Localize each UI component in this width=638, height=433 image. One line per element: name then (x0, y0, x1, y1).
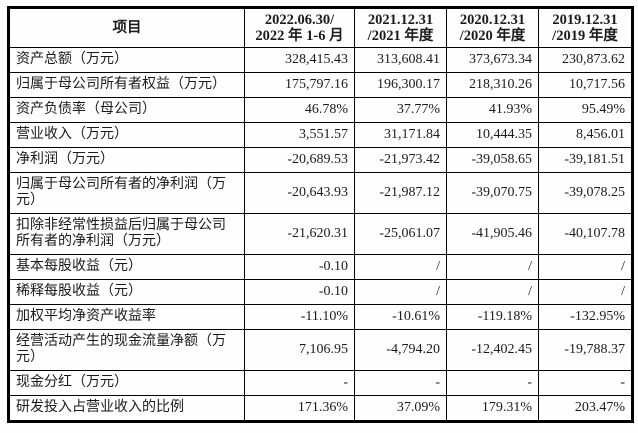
cell-value: / (354, 279, 447, 305)
cell-value: -39,078.25 (538, 172, 633, 214)
table-row-rd-ratio: 研发投入占营业收入的比例 171.36% 37.09% 179.31% 203.… (8, 395, 633, 422)
row-label: 归属于母公司所有者的净利润（万元） (8, 172, 245, 214)
cell-value: 179.31% (446, 395, 539, 422)
row-label: 净利润（万元） (8, 147, 245, 173)
cell-value: -39,070.75 (446, 172, 539, 214)
table-row-basic-eps: 基本每股收益（元） -0.10 / / / (8, 254, 633, 280)
cell-value: / (538, 279, 633, 305)
period-line1: 2022.06.30/ (264, 12, 335, 28)
cell-value: 373,673.34 (446, 47, 539, 73)
period-line2: /2019 年度 (552, 28, 618, 44)
cell-value: 37.77% (354, 97, 447, 123)
header-row: 项目 2022.06.30/ 2022 年 1-6 月 2021.12.31 /… (8, 7, 633, 48)
row-label: 扣除非经常性损益后归属于母公司所有者的净利润（万元） (8, 213, 245, 255)
cell-value: - (244, 370, 355, 396)
row-label: 归属于母公司所有者权益（万元） (8, 72, 245, 98)
col-header-period-2022: 2022.06.30/ 2022 年 1-6 月 (244, 7, 355, 48)
cell-value: -21,620.31 (244, 213, 355, 255)
table-row-net-profit: 净利润（万元） -20,689.53 -21,973.42 -39,058.65… (8, 147, 633, 173)
cell-value: 31,171.84 (354, 122, 447, 148)
cell-value: -20,643.93 (244, 172, 355, 214)
cell-value: -0.10 (244, 279, 355, 305)
col-header-period-2020: 2020.12.31 /2020 年度 (446, 7, 539, 48)
period-line1: 2020.12.31 (459, 12, 526, 28)
cell-value: 218,310.26 (446, 72, 539, 98)
cell-value: -40,107.78 (538, 213, 633, 255)
cell-value: 37.09% (354, 395, 447, 422)
row-label: 稀释每股收益（元） (8, 279, 245, 305)
period-line2: /2021 年度 (367, 28, 434, 44)
period-line1: 2019.12.31 (552, 12, 618, 28)
cell-value: -25,061.07 (354, 213, 447, 255)
cell-value: 10,717.56 (538, 72, 633, 98)
table-row-total-assets: 资产总额（万元） 328,415.43 313,608.41 373,673.3… (8, 47, 633, 73)
cell-value: -4,794.20 (354, 329, 447, 371)
cell-value: 46.78% (244, 97, 355, 123)
table-row-parent-net-profit: 归属于母公司所有者的净利润（万元） -20,643.93 -21,987.12 … (8, 172, 633, 214)
cell-value: 41.93% (446, 97, 539, 123)
row-label: 现金分红（万元） (8, 370, 245, 396)
row-label: 营业收入（万元） (8, 122, 245, 148)
cell-value: 196,300.17 (354, 72, 447, 98)
col-header-period-2019: 2019.12.31 /2019 年度 (538, 7, 633, 48)
period-line2: 2022 年 1-6 月 (255, 28, 344, 44)
row-label: 资产负债率（母公司） (8, 97, 245, 123)
cell-value: 95.49% (538, 97, 633, 123)
table-row-revenue: 营业收入（万元） 3,551.57 31,171.84 10,444.35 8,… (8, 122, 633, 148)
period-line2: /2020 年度 (459, 28, 526, 44)
row-label: 资产总额（万元） (8, 47, 245, 73)
table-row-operating-cash-flow: 经营活动产生的现金流量净额（万元） 7,106.95 -4,794.20 -12… (8, 329, 633, 371)
cell-value: / (354, 254, 447, 280)
cell-value: -20,689.53 (244, 147, 355, 173)
cell-value: -39,058.65 (446, 147, 539, 173)
cell-value: -39,181.51 (538, 147, 633, 173)
cell-value: 175,797.16 (244, 72, 355, 98)
cell-value: - (354, 370, 447, 396)
cell-value: 203.47% (538, 395, 633, 422)
cell-value: -10.61% (354, 304, 447, 330)
cell-value: 313,608.41 (354, 47, 447, 73)
cell-value: -12,402.45 (446, 329, 539, 371)
table-row-parent-equity: 归属于母公司所有者权益（万元） 175,797.16 196,300.17 21… (8, 72, 633, 98)
cell-value: 3,551.57 (244, 122, 355, 148)
row-label: 研发投入占营业收入的比例 (8, 395, 245, 422)
cell-value: / (538, 254, 633, 280)
cell-value: / (446, 279, 539, 305)
table-row-cash-dividend: 现金分红（万元） - - - - (8, 370, 633, 396)
cell-value: -21,973.42 (354, 147, 447, 173)
cell-value: -0.10 (244, 254, 355, 280)
cell-value: - (446, 370, 539, 396)
table-row-debt-ratio: 资产负债率（母公司） 46.78% 37.77% 41.93% 95.49% (8, 97, 633, 123)
table-row-deducted-net-profit: 扣除非经常性损益后归属于母公司所有者的净利润（万元） -21,620.31 -2… (8, 213, 633, 255)
table-row-weighted-roe: 加权平均净资产收益率 -11.10% -10.61% -119.18% -132… (8, 304, 633, 330)
cell-value: 10,444.35 (446, 122, 539, 148)
cell-value: 171.36% (244, 395, 355, 422)
table-row-diluted-eps: 稀释每股收益（元） -0.10 / / / (8, 279, 633, 305)
col-header-item: 项目 (8, 7, 245, 48)
cell-value: -19,788.37 (538, 329, 633, 371)
cell-value: 230,873.62 (538, 47, 633, 73)
financial-summary-table: 项目 2022.06.30/ 2022 年 1-6 月 2021.12.31 /… (7, 6, 634, 423)
cell-value: 8,456.01 (538, 122, 633, 148)
cell-value: -21,987.12 (354, 172, 447, 214)
cell-value: -132.95% (538, 304, 633, 330)
cell-value: -41,905.46 (446, 213, 539, 255)
row-label: 加权平均净资产收益率 (8, 304, 245, 330)
row-label: 基本每股收益（元） (8, 254, 245, 280)
row-label: 经营活动产生的现金流量净额（万元） (8, 329, 245, 371)
col-header-period-2021: 2021.12.31 /2021 年度 (354, 7, 447, 48)
period-line1: 2021.12.31 (367, 12, 434, 28)
cell-value: / (446, 254, 539, 280)
cell-value: - (538, 370, 633, 396)
cell-value: -11.10% (244, 304, 355, 330)
cell-value: -119.18% (446, 304, 539, 330)
cell-value: 328,415.43 (244, 47, 355, 73)
cell-value: 7,106.95 (244, 329, 355, 371)
